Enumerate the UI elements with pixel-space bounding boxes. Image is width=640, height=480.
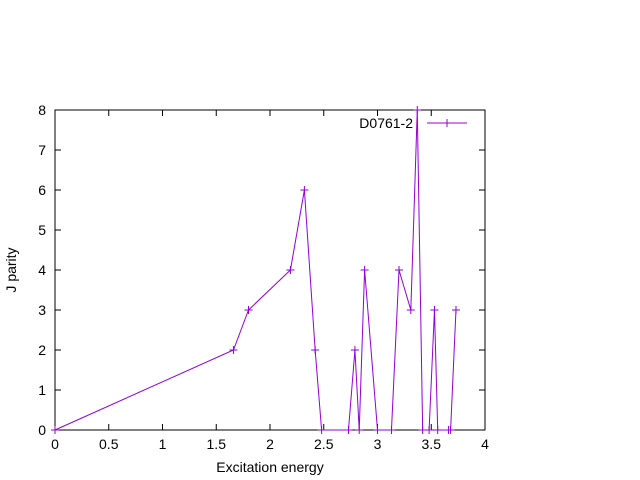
point-marker — [451, 306, 460, 314]
legend-swatch — [427, 119, 467, 127]
point-marker — [317, 426, 326, 434]
x-tick-label: 3.5 — [422, 436, 442, 452]
x-tick-label: 1 — [159, 436, 167, 452]
point-marker — [286, 266, 295, 274]
x-tick-label: 3 — [374, 436, 382, 452]
y-tick-label: 5 — [38, 222, 46, 238]
x-tick-label: 2.5 — [314, 436, 334, 452]
y-tick-label: 4 — [38, 262, 46, 278]
y-tick-label: 0 — [38, 422, 46, 438]
point-marker — [360, 266, 369, 274]
x-axis-label: Excitation energy — [216, 459, 323, 475]
point-marker — [413, 106, 422, 114]
point-marker — [350, 346, 359, 354]
point-marker — [51, 426, 59, 434]
y-tick-label: 6 — [38, 182, 46, 198]
x-tick-label: 4 — [481, 436, 489, 452]
point-marker — [406, 306, 415, 314]
point-marker — [344, 426, 353, 434]
point-marker — [430, 306, 439, 314]
legend-label: D0761-2 — [359, 115, 413, 131]
y-tick-label: 3 — [38, 302, 46, 318]
point-marker — [300, 186, 309, 194]
y-axis-label: J parity — [3, 247, 19, 292]
x-tick-label: 0 — [51, 436, 59, 452]
point-marker — [395, 266, 403, 274]
plot-border — [54, 109, 486, 431]
point-marker — [446, 426, 455, 434]
point-marker — [373, 426, 382, 434]
x-tick-label: 1.5 — [207, 436, 227, 452]
y-tick-label: 8 — [38, 102, 46, 118]
x-tick-label: 0.5 — [99, 436, 119, 452]
point-marker — [425, 426, 434, 434]
point-marker — [387, 426, 396, 434]
y-tick-label: 7 — [38, 142, 46, 158]
y-tick-label: 2 — [38, 342, 46, 358]
point-marker — [229, 346, 238, 354]
point-marker — [433, 426, 442, 434]
x-tick-label: 2 — [266, 436, 274, 452]
point-marker — [355, 426, 364, 434]
point-marker — [244, 306, 253, 314]
y-tick-label: 1 — [38, 382, 46, 398]
point-marker — [311, 346, 320, 354]
